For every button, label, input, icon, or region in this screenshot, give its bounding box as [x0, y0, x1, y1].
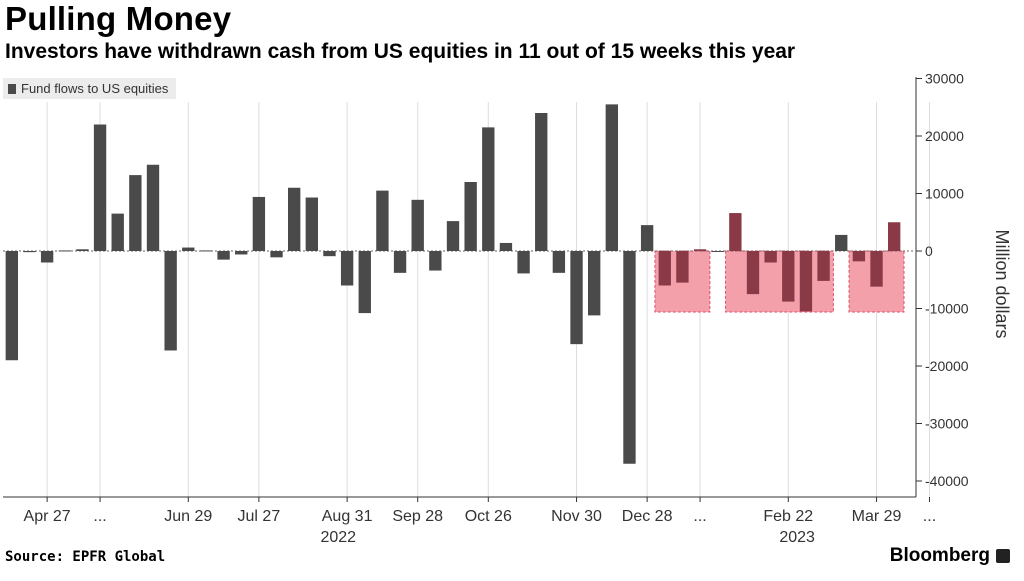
bar: [676, 251, 689, 283]
legend-label: Fund flows to US equities: [21, 81, 169, 96]
bar: [252, 196, 266, 251]
bar: [429, 251, 442, 271]
y-tick-label: -30000: [925, 416, 969, 432]
legend-swatch: [8, 83, 16, 94]
bar: [199, 250, 213, 252]
bar: [570, 251, 583, 345]
bar: [552, 251, 566, 273]
bar: [746, 251, 760, 295]
bar: [640, 225, 654, 251]
bar: [605, 104, 618, 251]
bar: [58, 250, 71, 252]
x-tick-label: Jun 29: [164, 508, 212, 525]
brand-logo: Bloomberg: [890, 545, 1010, 567]
x-tick-label: Feb 22: [763, 508, 813, 525]
bar: [323, 251, 336, 257]
bar: [711, 251, 724, 252]
bar: [588, 251, 601, 316]
bar: [235, 251, 248, 255]
bar: [482, 127, 495, 251]
bar: [799, 251, 813, 312]
x-tick-label: Oct 26: [465, 508, 512, 525]
bar: [764, 251, 777, 263]
bar: [305, 197, 318, 251]
x-tick-label: Nov 30: [551, 508, 602, 525]
y-tick-label: -10000: [925, 301, 969, 317]
bar: [93, 124, 107, 251]
bar: [129, 175, 142, 251]
x-tick-label: ...: [923, 508, 936, 525]
bar: [782, 251, 795, 302]
y-tick-label: -40000: [925, 473, 969, 489]
y-tick-label: 30000: [925, 71, 964, 87]
x-tick-label: Sep 28: [392, 508, 443, 525]
x-tick-label: ...: [693, 508, 706, 525]
highlight-box: [725, 250, 834, 313]
bar: [5, 251, 19, 361]
x-tick-label: Jul 27: [238, 508, 281, 525]
bar: [870, 251, 883, 287]
chart-title: Pulling Money: [5, 0, 232, 37]
bar: [623, 251, 636, 464]
y-tick-label: 0: [925, 243, 933, 259]
bar: [464, 182, 477, 251]
bar: [446, 221, 460, 251]
bar: [499, 242, 513, 251]
bar: [40, 251, 54, 263]
x-tick-label: Aug 31: [322, 508, 373, 525]
bar: [658, 251, 671, 286]
bar: [393, 251, 407, 273]
bar: [729, 213, 742, 251]
x-tick-label: Mar 29: [852, 508, 902, 525]
bar: [217, 251, 230, 260]
year-label: 2022: [320, 529, 356, 546]
bar: [535, 113, 548, 251]
bar: [288, 187, 301, 251]
bar: [376, 190, 389, 251]
x-tick-label: ...: [93, 508, 106, 525]
bar: [358, 251, 371, 314]
chart-subtitle: Investors have withdrawn cash from US eq…: [5, 40, 796, 63]
bar: [111, 213, 124, 251]
bar: [23, 251, 36, 253]
y-tick-label: -20000: [925, 358, 969, 374]
bar: [164, 251, 177, 351]
legend: Fund flows to US equities: [3, 78, 177, 99]
bar: [411, 199, 424, 251]
bloomberg-icon: [996, 549, 1010, 563]
bar: [270, 251, 283, 258]
bar: [852, 251, 866, 262]
y-axis-label: Million dollars: [992, 229, 1012, 338]
bar: [517, 251, 530, 274]
bar: [76, 249, 89, 251]
brand-label: Bloomberg: [889, 545, 990, 566]
bar: [146, 164, 160, 251]
bar: [835, 234, 848, 251]
source-note: Source: EPFR Global: [5, 549, 166, 565]
bar: [182, 247, 195, 251]
x-tick-label: Apr 27: [24, 508, 71, 525]
x-tick-label: Dec 28: [622, 508, 673, 525]
y-tick-label: 10000: [925, 186, 964, 202]
bar: [817, 251, 830, 281]
bar: [340, 251, 354, 286]
bar: [693, 249, 707, 251]
y-tick-label: 20000: [925, 128, 964, 144]
year-label: 2023: [779, 529, 815, 546]
bar: [888, 222, 901, 251]
